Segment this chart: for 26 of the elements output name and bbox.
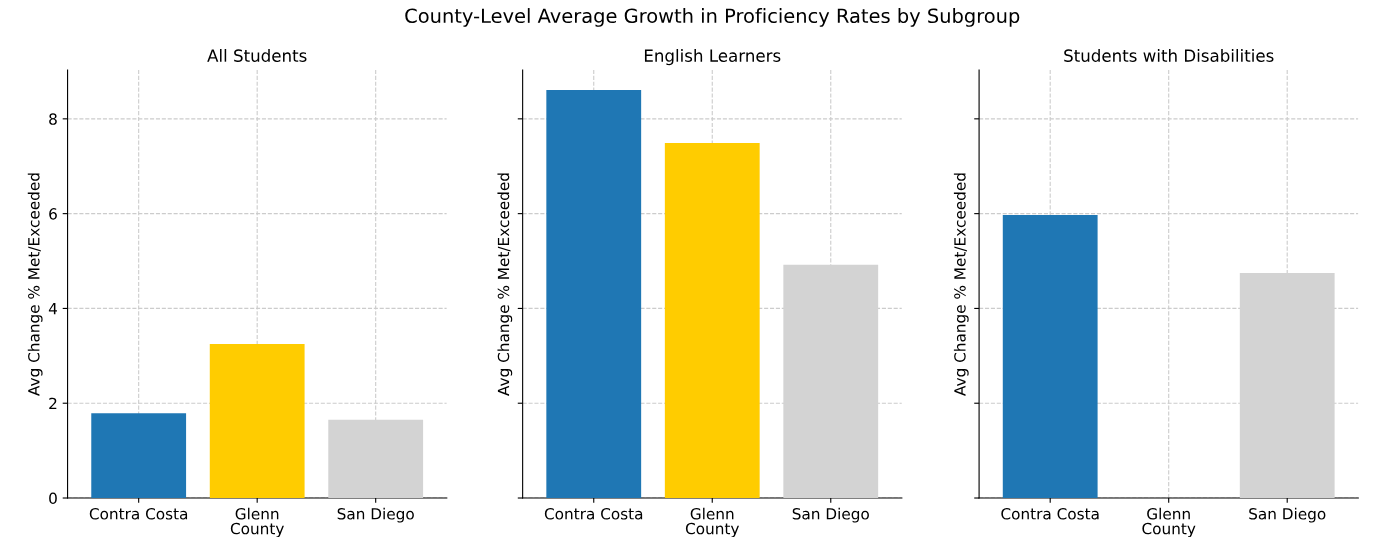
x-tick-label: San Diego <box>792 507 869 523</box>
x-axis-title: County <box>685 522 739 537</box>
y-tick-label: 4 <box>48 303 57 315</box>
bar <box>209 343 305 499</box>
x-axis-title: County <box>230 522 284 537</box>
y-tick-label: 6 <box>49 208 57 220</box>
y-tick-label: 2 <box>49 397 57 410</box>
chart-title: All Students <box>207 49 307 62</box>
y-axis-title: Avg Change % Met/Exceeded <box>27 173 43 396</box>
x-axis-title: County <box>1142 522 1196 537</box>
x-tick-label: Contra Costa <box>544 508 643 520</box>
chart-subtitle: County-Level Average Growth in Proficiency Rates by Subgroup <box>405 8 1020 27</box>
chart-title: Students with Disabilities <box>1064 49 1274 62</box>
x-tick-label: Contra Costa <box>1001 508 1099 520</box>
y-tick-label: 0 <box>49 492 57 505</box>
x-tick-label: San Diego <box>337 507 414 523</box>
chart-title: English Learners <box>644 49 781 66</box>
x-tick-label: Glenn <box>235 507 279 520</box>
x-tick-label: Contra Costa <box>89 508 188 520</box>
bar <box>91 413 187 499</box>
x-tick-label: Glenn <box>1147 507 1190 520</box>
y-tick-label: 8 <box>49 113 57 125</box>
x-tick-label: Glenn <box>690 507 734 520</box>
y-axis-title: Avg Change % Met/Exceeded <box>953 173 969 396</box>
x-tick-label: San Diego <box>1249 507 1326 523</box>
y-axis-title: Avg Change % Met/Exceeded <box>497 173 513 396</box>
